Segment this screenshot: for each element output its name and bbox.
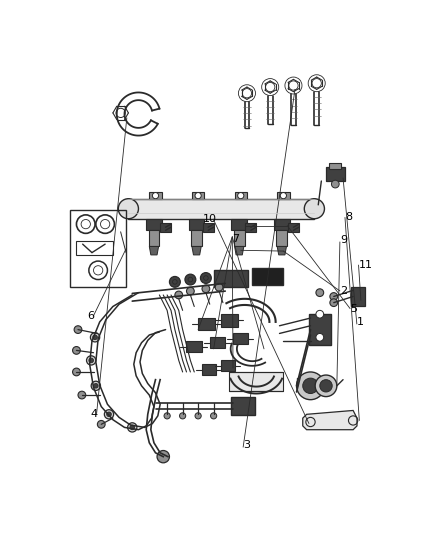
Circle shape	[130, 425, 134, 430]
Bar	[288, 223, 299, 232]
Bar	[229, 372, 283, 391]
Bar	[233, 334, 248, 344]
Bar	[221, 360, 235, 371]
Bar	[192, 192, 204, 199]
Bar	[351, 287, 365, 306]
Bar	[160, 223, 171, 232]
Circle shape	[93, 335, 97, 340]
Circle shape	[215, 284, 223, 291]
Circle shape	[107, 412, 111, 417]
Circle shape	[73, 346, 80, 354]
Text: 2: 2	[340, 286, 347, 296]
Bar	[210, 337, 225, 348]
Bar	[245, 223, 256, 232]
Bar	[189, 219, 204, 230]
Polygon shape	[303, 410, 357, 430]
Circle shape	[330, 293, 338, 301]
Bar	[148, 230, 159, 246]
Bar	[234, 230, 245, 246]
Circle shape	[330, 299, 338, 306]
Bar	[329, 163, 342, 168]
Bar	[276, 230, 287, 246]
Circle shape	[175, 291, 183, 299]
Bar	[235, 192, 247, 199]
Text: 9: 9	[340, 235, 347, 245]
Polygon shape	[149, 246, 159, 255]
Circle shape	[332, 180, 339, 188]
Circle shape	[93, 384, 98, 388]
Bar	[128, 199, 314, 219]
Circle shape	[280, 192, 286, 199]
Circle shape	[304, 199, 325, 219]
Text: 7: 7	[232, 234, 240, 244]
Circle shape	[187, 287, 194, 295]
Bar	[149, 192, 162, 199]
Bar	[187, 341, 202, 352]
Bar	[203, 223, 214, 232]
Bar	[202, 364, 216, 375]
Text: 5: 5	[350, 304, 357, 313]
Bar	[70, 210, 126, 287]
Bar	[231, 397, 255, 415]
Circle shape	[315, 375, 337, 397]
Text: 4: 4	[90, 409, 98, 418]
Polygon shape	[277, 246, 286, 255]
Circle shape	[90, 333, 100, 342]
Circle shape	[195, 192, 201, 199]
Circle shape	[201, 273, 211, 284]
Circle shape	[316, 310, 324, 318]
Bar	[198, 318, 215, 330]
Polygon shape	[235, 246, 244, 255]
Circle shape	[89, 358, 93, 363]
Text: 3: 3	[243, 440, 250, 450]
Circle shape	[127, 423, 137, 432]
Circle shape	[211, 413, 217, 419]
Circle shape	[316, 289, 324, 296]
Bar	[146, 219, 162, 230]
Circle shape	[320, 379, 332, 392]
Polygon shape	[192, 246, 201, 255]
Text: 6: 6	[87, 311, 94, 321]
Bar	[221, 314, 238, 327]
Circle shape	[152, 192, 159, 199]
Circle shape	[74, 326, 82, 334]
Circle shape	[91, 381, 100, 391]
Circle shape	[195, 413, 201, 419]
Text: 1: 1	[357, 317, 364, 327]
Circle shape	[164, 413, 170, 419]
Circle shape	[104, 410, 113, 419]
Bar	[274, 219, 290, 230]
Bar	[231, 219, 247, 230]
Circle shape	[202, 285, 210, 293]
Circle shape	[238, 192, 244, 199]
Text: 11: 11	[359, 260, 373, 270]
Circle shape	[157, 450, 170, 463]
Text: 10: 10	[202, 214, 216, 224]
Circle shape	[97, 421, 105, 428]
Bar	[252, 268, 283, 285]
Circle shape	[180, 413, 186, 419]
Circle shape	[170, 277, 180, 287]
Circle shape	[87, 356, 96, 365]
Circle shape	[297, 372, 325, 400]
Circle shape	[118, 199, 138, 219]
Circle shape	[78, 391, 86, 399]
Bar	[191, 230, 202, 246]
Circle shape	[303, 378, 318, 393]
Bar	[309, 314, 331, 345]
Bar	[214, 270, 248, 287]
Text: 8: 8	[345, 213, 352, 222]
Bar	[326, 167, 345, 181]
Bar	[277, 192, 290, 199]
Circle shape	[316, 334, 324, 341]
Circle shape	[73, 368, 80, 376]
Circle shape	[185, 274, 196, 285]
